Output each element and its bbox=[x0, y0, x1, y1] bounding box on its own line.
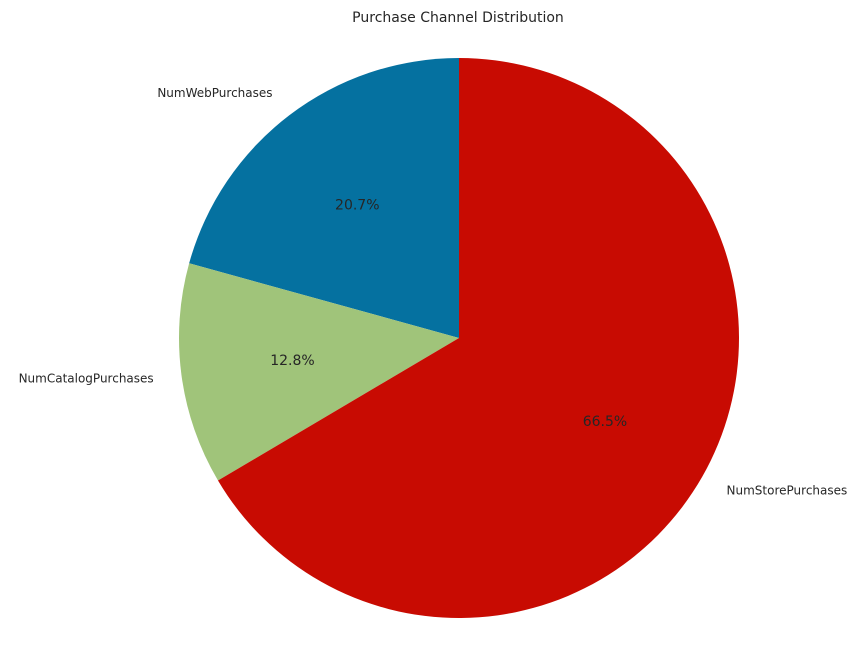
pie-slices bbox=[179, 58, 740, 618]
pie-labels: NumWebPurchases 20.7% NumCatalogPurchases 1… bbox=[19, 86, 848, 498]
slice-label-numcatalogpurchases: NumCatalogPurchases bbox=[19, 372, 154, 386]
slice-label-numwebpurchases: NumWebPurchases bbox=[157, 86, 272, 100]
percent-label-numcatalogpurchases: 12.8% bbox=[270, 353, 314, 369]
pie-slice-numstorepurchases bbox=[217, 58, 740, 618]
slice-label-numstorepurchases: NumStorePurchases bbox=[727, 484, 848, 498]
chart-title: Purchase Channel Distribution bbox=[352, 10, 564, 26]
pie-slice-numcatalogpurchases bbox=[179, 263, 459, 481]
percent-label-numstorepurchases: 66.5% bbox=[583, 414, 627, 430]
percent-label-numwebpurchases: 20.7% bbox=[335, 197, 379, 213]
pie-slice-numwebpurchases bbox=[189, 58, 460, 338]
